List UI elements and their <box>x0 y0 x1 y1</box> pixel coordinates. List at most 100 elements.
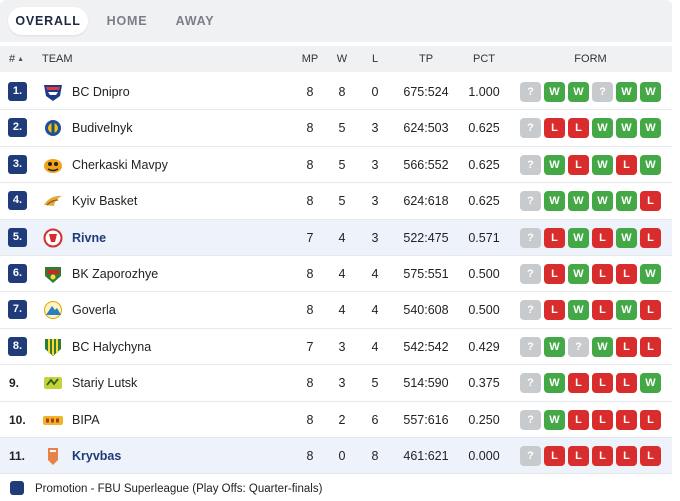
form-win-badge[interactable]: W <box>568 227 589 248</box>
total-points: 557:616 <box>403 412 449 427</box>
column-header-team[interactable]: TEAM <box>42 53 73 65</box>
form-unknown-badge[interactable]: ? <box>520 82 541 102</box>
form-win-badge[interactable]: W <box>616 300 637 321</box>
team-name[interactable]: Cherkaski Mavpy <box>72 157 168 172</box>
form-win-badge[interactable]: W <box>640 82 661 102</box>
form-loss-badge[interactable]: L <box>568 154 589 175</box>
form-loss-badge[interactable]: L <box>640 409 661 430</box>
form-win-badge[interactable]: W <box>616 191 637 212</box>
form-win-badge[interactable]: W <box>544 82 565 102</box>
form-win-badge[interactable]: W <box>568 191 589 212</box>
form-loss-badge[interactable]: L <box>544 227 565 248</box>
form-loss-badge[interactable]: L <box>640 227 661 248</box>
form-win-badge[interactable]: W <box>640 263 661 284</box>
team-name[interactable]: BC Dnipro <box>72 85 130 99</box>
form-loss-badge[interactable]: L <box>592 373 613 394</box>
form-win-badge[interactable]: W <box>640 373 661 394</box>
form-unknown-badge[interactable]: ? <box>592 82 613 102</box>
team-name[interactable]: BK Zaporozhye <box>72 266 159 281</box>
form-loss-badge[interactable]: L <box>544 263 565 284</box>
sort-asc-icon[interactable]: ▲ <box>17 56 25 63</box>
form-unknown-badge[interactable]: ? <box>520 263 541 284</box>
form-unknown-badge[interactable]: ? <box>520 300 541 321</box>
team-name[interactable]: Rivne <box>72 230 107 245</box>
form-unknown-badge[interactable]: ? <box>520 336 541 357</box>
column-header-rank[interactable]: # ▲ <box>9 53 25 65</box>
form-win-badge[interactable]: W <box>568 300 589 321</box>
column-header-l[interactable]: L <box>371 53 379 65</box>
form-loss-badge[interactable]: L <box>592 409 613 430</box>
team-name[interactable]: Kyiv Basket <box>72 194 138 209</box>
form-win-badge[interactable]: W <box>592 191 613 212</box>
form-loss-badge[interactable]: L <box>544 445 565 466</box>
form-loss-badge[interactable]: L <box>616 154 637 175</box>
form-loss-badge[interactable]: L <box>592 445 613 466</box>
table-row[interactable]: 8. BC Halychyna 7 3 4 542:542 0.429? W? W L L <box>0 329 672 366</box>
table-row[interactable]: 11. Kryvbas 8 0 8 461:621 0.000? L L L L L <box>0 437 672 475</box>
form-loss-badge[interactable]: L <box>640 191 661 212</box>
table-row[interactable]: 2. Budivelnyk 8 5 3 624:503 0.625? L L W W W <box>0 110 672 147</box>
column-header-tp[interactable]: TP <box>418 53 434 65</box>
form-win-badge[interactable]: W <box>592 154 613 175</box>
column-header-mp[interactable]: MP <box>301 53 319 65</box>
form-win-badge[interactable]: W <box>616 227 637 248</box>
form-win-badge[interactable]: W <box>616 82 637 102</box>
form-loss-badge[interactable]: L <box>544 300 565 321</box>
tab-home[interactable]: HOME <box>106 14 148 28</box>
form-loss-badge[interactable]: L <box>544 118 565 139</box>
form-loss-badge[interactable]: L <box>592 227 613 248</box>
table-row[interactable]: 6. BK Zaporozhye 8 4 4 575:551 0.500? L W L L W <box>0 256 672 293</box>
form-loss-badge[interactable]: L <box>640 336 661 357</box>
form-loss-badge[interactable]: L <box>568 373 589 394</box>
table-row[interactable]: 5. Rivne 7 4 3 522:475 0.571? L W L W L <box>0 219 672 256</box>
team-name[interactable]: Budivelnyk <box>72 121 133 136</box>
form-win-badge[interactable]: W <box>592 118 613 139</box>
form-win-badge[interactable]: W <box>544 409 565 430</box>
tab-away[interactable]: AWAY <box>175 14 215 28</box>
form-unknown-badge[interactable]: ? <box>520 118 541 139</box>
form-loss-badge[interactable]: L <box>616 336 637 357</box>
form-win-badge[interactable]: W <box>592 336 613 357</box>
form-loss-badge[interactable]: L <box>568 409 589 430</box>
form-loss-badge[interactable]: L <box>616 373 637 394</box>
table-row[interactable]: 3. Cherkaski Mavpy 8 5 3 566:552 0.625? W L W L W <box>0 147 672 184</box>
form-loss-badge[interactable]: L <box>568 118 589 139</box>
table-row[interactable]: 4. Kyiv Basket 8 5 3 624:618 0.625? W W W W L <box>0 183 672 220</box>
form-win-badge[interactable]: W <box>640 118 661 139</box>
form-unknown-badge[interactable]: ? <box>520 445 541 466</box>
form-unknown-badge[interactable]: ? <box>520 409 541 430</box>
form-loss-badge[interactable]: L <box>616 409 637 430</box>
column-header-w[interactable]: W <box>336 53 348 65</box>
team-name[interactable]: Kryvbas <box>72 448 122 463</box>
form-win-badge[interactable]: W <box>640 154 661 175</box>
form-loss-badge[interactable]: L <box>568 445 589 466</box>
column-header-pct[interactable]: PCT <box>473 53 495 65</box>
form-win-badge[interactable]: W <box>544 336 565 357</box>
form-unknown-badge[interactable]: ? <box>520 191 541 212</box>
table-row[interactable]: 10. BIPA 8 2 6 557:616 0.250? W L L L L <box>0 402 672 438</box>
form-unknown-badge[interactable]: ? <box>568 336 589 357</box>
form-unknown-badge[interactable]: ? <box>520 373 541 394</box>
form-win-badge[interactable]: W <box>616 118 637 139</box>
form-unknown-badge[interactable]: ? <box>520 227 541 248</box>
form-win-badge[interactable]: W <box>544 191 565 212</box>
form-win-badge[interactable]: W <box>544 373 565 394</box>
table-row[interactable]: 9. Stariy Lutsk 8 3 5 514:590 0.375? W L L L W <box>0 365 672 402</box>
form-loss-badge[interactable]: L <box>616 445 637 466</box>
form-win-badge[interactable]: W <box>544 154 565 175</box>
team-name[interactable]: Goverla <box>72 303 116 318</box>
table-row[interactable]: 1. BC Dnipro 8 8 0 675:524 1.000? W W? W W <box>0 74 672 111</box>
form-loss-badge[interactable]: L <box>592 263 613 284</box>
team-name[interactable]: BC Halychyna <box>72 339 152 354</box>
form-loss-badge[interactable]: L <box>640 445 661 466</box>
table-row[interactable]: 7. Goverla 8 4 4 540:608 0.500? L W L W L <box>0 292 672 329</box>
form-loss-badge[interactable]: L <box>592 300 613 321</box>
form-win-badge[interactable]: W <box>568 263 589 284</box>
team-name[interactable]: Stariy Lutsk <box>72 376 138 391</box>
form-win-badge[interactable]: W <box>568 82 589 102</box>
form-unknown-badge[interactable]: ? <box>520 154 541 175</box>
form-loss-badge[interactable]: L <box>640 300 661 321</box>
tab-overall[interactable]: OVERALL <box>8 7 88 35</box>
form-loss-badge[interactable]: L <box>616 263 637 284</box>
team-name[interactable]: BIPA <box>72 412 100 427</box>
